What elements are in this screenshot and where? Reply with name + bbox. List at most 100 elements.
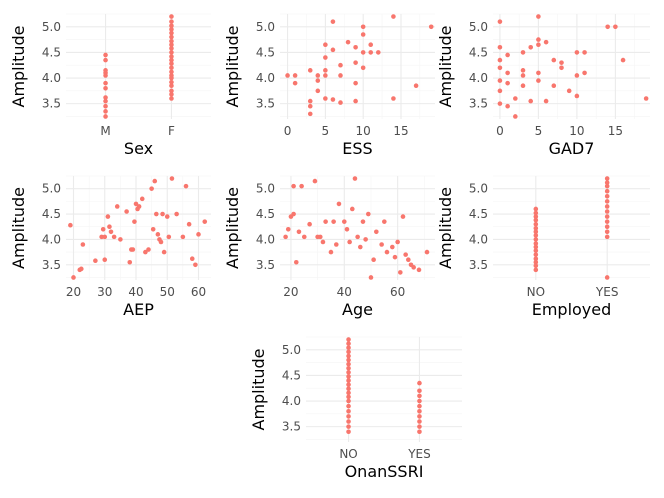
x-tick-label: 5 xyxy=(535,124,543,138)
data-point xyxy=(169,69,174,75)
panel-sex: 3.5 4.0 4.5 5.0 M F Sex Amplitude xyxy=(9,13,211,158)
x-tick-label: NO xyxy=(339,447,357,461)
data-point xyxy=(346,370,351,375)
data-point xyxy=(604,229,610,235)
data-point xyxy=(299,183,304,189)
data-point xyxy=(336,201,342,207)
data-point xyxy=(497,44,503,50)
data-point xyxy=(513,96,518,101)
x-tick-label: YES xyxy=(595,285,619,299)
x-tick-label: 40 xyxy=(128,285,143,299)
x-axis-title: Age xyxy=(342,300,373,319)
y-tick-label: 4.0 xyxy=(282,394,301,408)
data-point xyxy=(413,83,419,89)
y-tick-label: 4.0 xyxy=(256,71,275,85)
data-point xyxy=(102,257,108,263)
data-point xyxy=(520,50,526,55)
data-point xyxy=(417,398,422,404)
data-point xyxy=(296,229,302,235)
data-point xyxy=(103,103,108,109)
data-point xyxy=(323,219,328,224)
data-point xyxy=(330,47,336,53)
data-point xyxy=(166,234,172,240)
x-tick-label: 20 xyxy=(66,285,81,299)
data-point xyxy=(379,242,384,247)
y-tick-label: 4.5 xyxy=(42,45,61,59)
data-point xyxy=(346,365,351,371)
data-point xyxy=(620,57,626,63)
data-point xyxy=(497,65,503,71)
data-point xyxy=(566,88,572,94)
data-point xyxy=(189,256,195,261)
data-point xyxy=(196,232,201,237)
data-point xyxy=(533,248,539,253)
data-point xyxy=(103,57,108,63)
data-point xyxy=(533,241,539,246)
data-point xyxy=(533,233,539,238)
data-point xyxy=(366,211,371,217)
data-point xyxy=(103,68,108,73)
data-point xyxy=(360,219,366,224)
data-point xyxy=(533,252,539,257)
data-point xyxy=(497,57,503,63)
data-point xyxy=(346,398,351,404)
data-point xyxy=(103,80,108,86)
data-point xyxy=(338,100,343,105)
y-tick-label: 3.5 xyxy=(256,97,275,111)
data-point xyxy=(307,103,313,109)
data-point xyxy=(344,226,350,232)
data-point xyxy=(349,206,355,212)
x-tick-label: 60 xyxy=(390,285,405,299)
y-tick-label: 3.5 xyxy=(469,258,488,272)
y-tick-label: 3.5 xyxy=(42,258,61,272)
data-point xyxy=(497,101,503,106)
data-point xyxy=(358,244,363,250)
data-point xyxy=(285,73,290,78)
y-tick-label: 4.0 xyxy=(42,71,61,85)
data-point xyxy=(133,201,139,207)
data-point xyxy=(333,242,339,247)
data-point xyxy=(346,408,351,414)
data-point xyxy=(604,180,610,185)
x-tick-label: 50 xyxy=(160,285,175,299)
data-point xyxy=(368,275,374,280)
panel-age: 3.5 4.0 4.5 5.0 20 40 60 Age Amplitude xyxy=(223,175,435,319)
data-point xyxy=(543,98,549,104)
data-point xyxy=(158,239,164,245)
x-tick-label: 10 xyxy=(356,124,371,138)
y-tick-label: 4.5 xyxy=(469,45,488,59)
data-point xyxy=(328,249,334,255)
data-point xyxy=(346,349,351,355)
data-point xyxy=(353,98,358,104)
data-point xyxy=(520,83,526,89)
data-point xyxy=(497,88,503,94)
y-tick-label: 3.5 xyxy=(469,97,488,111)
data-point xyxy=(353,44,358,50)
data-point xyxy=(183,183,189,189)
data-point xyxy=(347,239,352,245)
data-point xyxy=(375,50,381,55)
data-point xyxy=(331,219,336,224)
data-point xyxy=(360,50,366,55)
data-point xyxy=(346,386,351,392)
data-point xyxy=(368,50,374,55)
data-point xyxy=(604,176,610,181)
data-point xyxy=(93,258,98,264)
data-point xyxy=(315,73,321,78)
data-point xyxy=(604,234,610,240)
data-point xyxy=(403,252,408,257)
data-point xyxy=(169,54,174,59)
data-point xyxy=(124,209,129,214)
x-tick-label: 40 xyxy=(337,285,352,299)
data-point xyxy=(604,199,610,204)
data-point xyxy=(169,50,174,55)
data-point xyxy=(307,68,313,73)
data-point xyxy=(71,275,76,280)
y-tick-label: 3.5 xyxy=(256,258,275,272)
data-point xyxy=(323,73,328,78)
data-point xyxy=(317,234,323,240)
y-tick-label: 5.0 xyxy=(282,343,301,357)
x-tick-label: 20 xyxy=(283,285,298,299)
